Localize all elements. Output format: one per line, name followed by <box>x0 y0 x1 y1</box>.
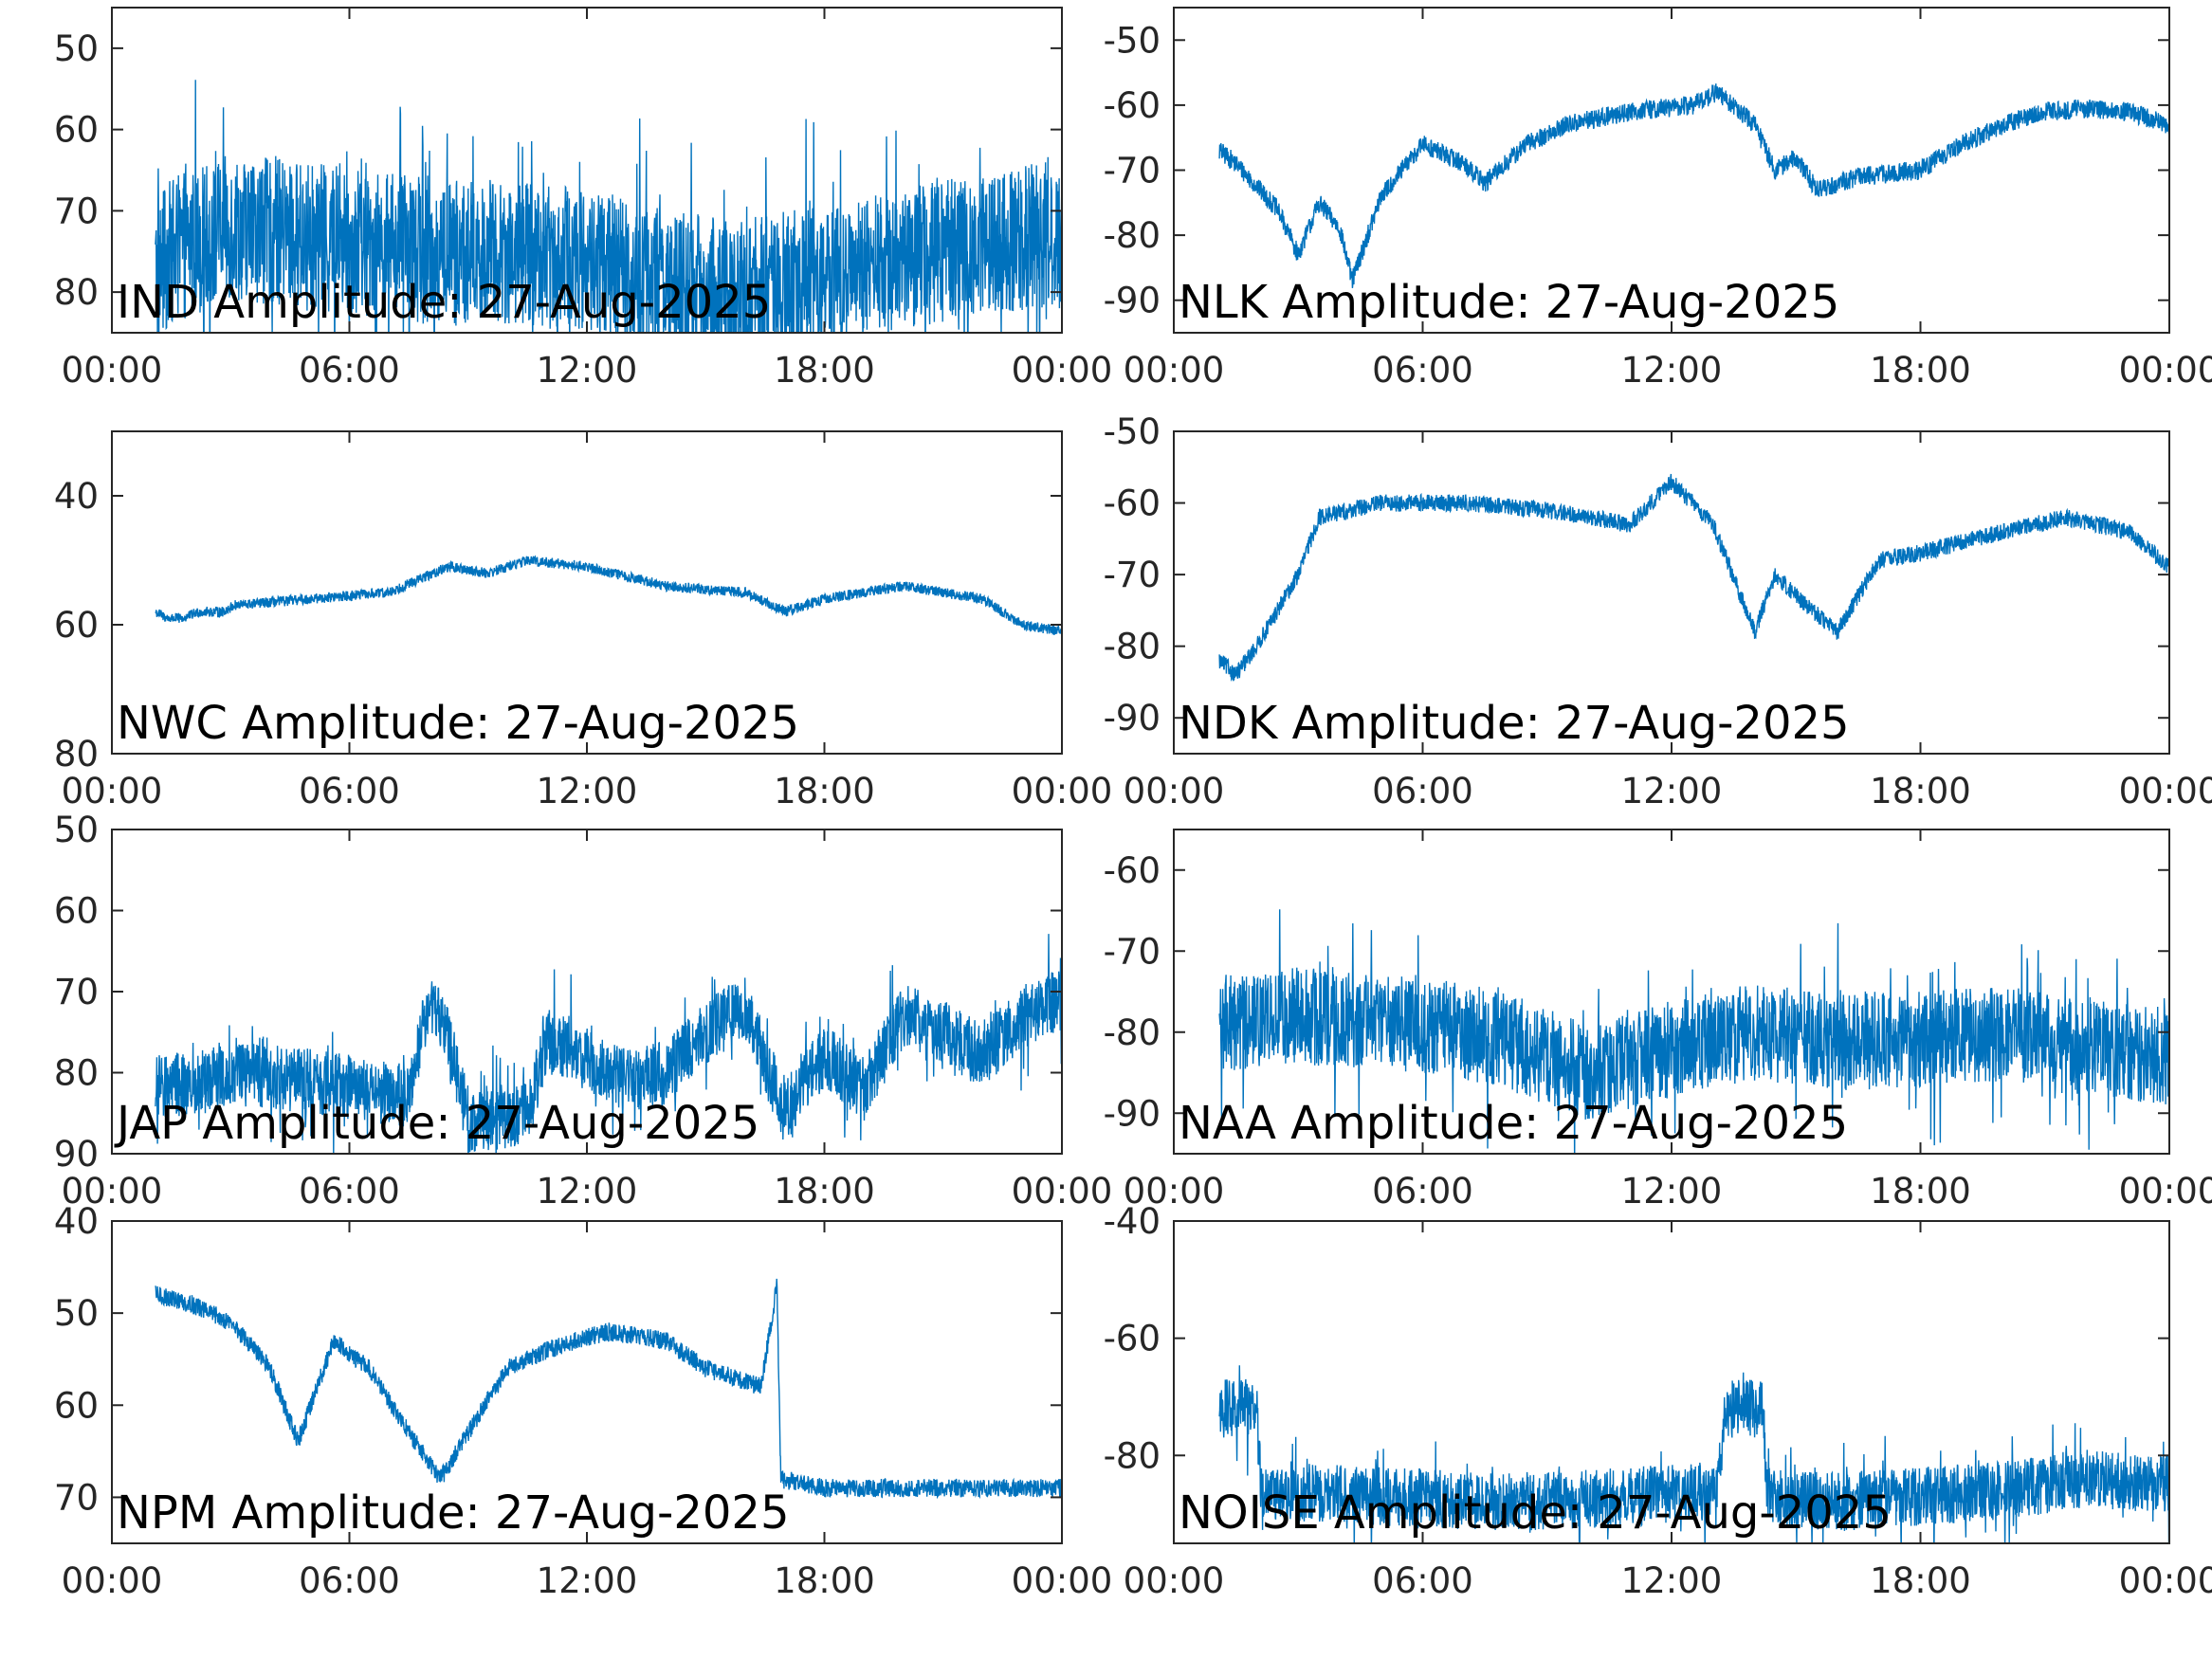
y-tick-label: 70 <box>54 191 99 231</box>
x-tick-label: 12:00 <box>1621 350 1723 391</box>
x-tick-label: 00:00 <box>2119 771 2212 811</box>
y-tick-label: 60 <box>54 891 99 932</box>
panel-8: 00:00 06:00 12:00 18:00 00:00 -40 -60 -80 NOISE … <box>1104 1201 2212 1601</box>
x-tick-label: 06:00 <box>1372 350 1473 391</box>
x-tick-label: 12:00 <box>537 350 638 391</box>
x-tick-label: 06:00 <box>299 350 400 391</box>
x-tick-label: 00:00 <box>2119 350 2212 391</box>
y-tick-label: -50 <box>1104 20 1161 61</box>
panel-1: 00:00 06:00 12:00 18:00 00:00 50 60 70 80 IND Amp… <box>54 7 1113 391</box>
panel-title: NOISE Amplitude: 27-Aug-2025 <box>1179 1486 1892 1540</box>
panel-title: NPM Amplitude: 27-Aug-2025 <box>117 1486 789 1540</box>
x-tick-label: 18:00 <box>774 771 875 811</box>
series-line <box>155 1278 1062 1500</box>
panel-3: 00:00 06:00 12:00 18:00 00:00 40 60 80 NWC Ampli… <box>54 430 1113 811</box>
panel-title: JAP Amplitude: 27-Aug-2025 <box>114 1097 759 1150</box>
x-tick-label: 18:00 <box>1870 1560 1971 1601</box>
x-tick-label: 12:00 <box>1621 1560 1723 1601</box>
y-tick-label: -50 <box>1104 411 1161 452</box>
x-tick-label: 00:00 <box>62 771 163 811</box>
x-tick-label: 00:00 <box>1012 1171 1113 1212</box>
y-tick-label: -60 <box>1104 483 1161 524</box>
x-tick-label: 00:00 <box>1012 1560 1113 1601</box>
panel-6: 00:00 06:00 12:00 18:00 00:00 -60 -70 -80 -90 NAA… <box>1104 829 2212 1212</box>
x-tick-label: 00:00 <box>1012 771 1113 811</box>
x-tick-label: 06:00 <box>1372 771 1473 811</box>
y-tick-label: 40 <box>54 476 99 517</box>
x-tick-label: 00:00 <box>1012 350 1113 391</box>
x-tick-label: 06:00 <box>299 1560 400 1601</box>
x-tick-label: 06:00 <box>1372 1171 1473 1212</box>
y-tick-label: 50 <box>54 810 99 850</box>
series-line <box>1218 473 2169 683</box>
y-tick-label: 70 <box>54 1477 99 1518</box>
y-tick-label: -60 <box>1104 850 1161 891</box>
x-tick-label: 18:00 <box>774 1171 875 1212</box>
y-tick-label: -70 <box>1104 931 1161 972</box>
x-tick-label: 00:00 <box>1124 350 1225 391</box>
y-tick-label: -90 <box>1104 698 1161 738</box>
x-tick-label: 06:00 <box>1372 1560 1473 1601</box>
y-tick-label: -60 <box>1104 1319 1161 1359</box>
y-tick-label: 50 <box>54 28 99 69</box>
y-tick-label: -40 <box>1104 1201 1161 1242</box>
series-line <box>1218 83 2169 288</box>
y-tick-label: -80 <box>1104 1012 1161 1053</box>
y-tick-label: 40 <box>54 1201 99 1242</box>
x-tick-label: 00:00 <box>1124 1560 1225 1601</box>
y-tick-label: 60 <box>54 605 99 646</box>
series-line <box>155 555 1062 636</box>
panel-title: IND Amplitude: 27-Aug-2025 <box>117 276 771 329</box>
x-tick-label: 00:00 <box>2119 1171 2212 1212</box>
panel-title: NDK Amplitude: 27-Aug-2025 <box>1179 697 1850 750</box>
series-line <box>155 80 1062 333</box>
x-tick-label: 18:00 <box>1870 771 1971 811</box>
x-tick-label: 00:00 <box>1124 1171 1225 1212</box>
x-tick-label: 12:00 <box>1621 1171 1723 1212</box>
y-tick-label: 60 <box>54 1385 99 1426</box>
x-tick-label: 18:00 <box>1870 350 1971 391</box>
x-tick-label: 00:00 <box>62 1560 163 1601</box>
panel-2: 00:00 06:00 12:00 18:00 00:00 -50 -60 -70 -80 -90… <box>1104 7 2212 391</box>
x-tick-label: 00:00 <box>62 1171 163 1212</box>
panel-4: 00:00 06:00 12:00 18:00 00:00 -50 -60 -70 -80 -90… <box>1104 411 2212 811</box>
y-tick-label: 90 <box>54 1134 99 1175</box>
panel-title: NAA Amplitude: 27-Aug-2025 <box>1179 1097 1848 1150</box>
y-tick-label: -80 <box>1104 627 1161 667</box>
y-tick-label: -90 <box>1104 1093 1161 1134</box>
y-tick-label: 60 <box>54 110 99 151</box>
x-tick-label: 12:00 <box>537 1560 638 1601</box>
y-tick-label: 80 <box>54 1053 99 1094</box>
y-tick-label: -70 <box>1104 555 1161 595</box>
y-tick-label: -70 <box>1104 151 1161 191</box>
y-tick-label: -60 <box>1104 85 1161 126</box>
x-tick-label: 12:00 <box>537 1171 638 1212</box>
x-tick-label: 18:00 <box>774 350 875 391</box>
panel-7: 00:00 06:00 12:00 18:00 00:00 40 50 60 70 NPM Amp… <box>54 1201 1112 1601</box>
y-tick-label: -80 <box>1104 1435 1161 1476</box>
x-tick-label: 00:00 <box>2119 1560 2212 1601</box>
y-tick-label: 80 <box>54 272 99 313</box>
y-tick-label: -80 <box>1104 215 1161 256</box>
y-tick-label: 70 <box>54 972 99 1012</box>
x-tick-label: 06:00 <box>299 771 400 811</box>
x-tick-label: 00:00 <box>62 350 163 391</box>
y-tick-label: -90 <box>1104 281 1161 321</box>
panel-title: NWC Amplitude: 27-Aug-2025 <box>117 697 799 750</box>
y-tick-label: 50 <box>54 1293 99 1334</box>
y-tick-label: 80 <box>54 734 99 775</box>
panel-5: 00:00 06:00 12:00 18:00 00:00 50 60 70 80 90 JAP A… <box>54 810 1112 1212</box>
x-tick-label: 18:00 <box>1870 1171 1971 1212</box>
series-line <box>1218 1365 2169 1543</box>
x-tick-label: 12:00 <box>537 771 638 811</box>
x-tick-label: 00:00 <box>1124 771 1225 811</box>
series-line <box>155 934 1062 1154</box>
series-line <box>1218 909 2169 1154</box>
x-tick-label: 12:00 <box>1621 771 1723 811</box>
panel-title: NLK Amplitude: 27-Aug-2025 <box>1179 276 1839 329</box>
x-tick-label: 18:00 <box>774 1560 875 1601</box>
x-tick-label: 06:00 <box>299 1171 400 1212</box>
